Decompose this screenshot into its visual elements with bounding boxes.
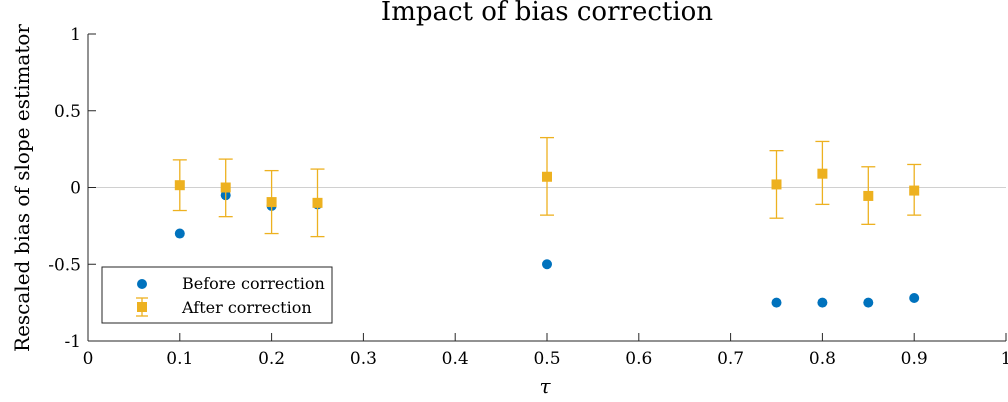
point-after-correction	[542, 171, 552, 182]
x-tick-label: 0	[83, 349, 94, 369]
point-before-correction	[817, 297, 828, 308]
legend-label-before: Before correction	[182, 274, 325, 293]
y-tick-label: 0	[70, 179, 81, 199]
point-before-correction	[863, 297, 874, 308]
x-tick-label: 1	[1001, 349, 1008, 369]
y-tick-label: -1	[64, 332, 81, 352]
y-axis-label: Rescaled bias of slope estimator	[10, 24, 34, 352]
x-axis-label: τ	[539, 374, 551, 398]
x-tick-label: 0.2	[258, 349, 285, 369]
point-after-correction	[863, 190, 874, 201]
y-tick-label: 0.5	[54, 102, 81, 122]
x-tick-label: 0.1	[166, 349, 193, 369]
legend-box	[101, 266, 333, 324]
x-tick-label: 0.8	[809, 349, 836, 369]
point-after-correction	[266, 197, 277, 208]
x-tick-label: 0.5	[533, 349, 560, 369]
point-after-correction	[220, 182, 231, 193]
point-after-correction	[909, 185, 920, 196]
series-layer	[172, 136, 922, 308]
x-tick-label: 0.3	[350, 349, 377, 369]
legend: Before correction After correction	[101, 266, 333, 324]
point-after-correction	[771, 179, 782, 190]
point-after-correction	[174, 180, 185, 191]
x-tick-label: 0.7	[717, 349, 744, 369]
x-ticks: 0 0.1 0.2 0.3 0.4 0.5 0.6 0.7 0.8 0.9 1	[83, 333, 1008, 369]
y-tick-label: -0.5	[48, 255, 81, 275]
point-after-correction	[817, 168, 828, 179]
point-before-correction	[174, 228, 185, 239]
chart-title: Impact of bias correction	[381, 0, 713, 27]
legend-marker-after	[136, 297, 148, 317]
point-before-correction	[542, 259, 552, 270]
point-before-correction	[771, 297, 782, 308]
legend-marker-before	[137, 279, 147, 289]
point-after-correction	[312, 197, 323, 208]
y-tick-label: 1	[70, 25, 81, 45]
y-ticks: 1 0.5 0 -0.5 -1	[48, 25, 96, 352]
point-before-correction	[909, 293, 920, 304]
legend-label-after: After correction	[181, 298, 312, 317]
x-tick-label: 0.6	[625, 349, 652, 369]
x-tick-label: 0.9	[901, 349, 928, 369]
x-tick-label: 0.4	[442, 349, 469, 369]
